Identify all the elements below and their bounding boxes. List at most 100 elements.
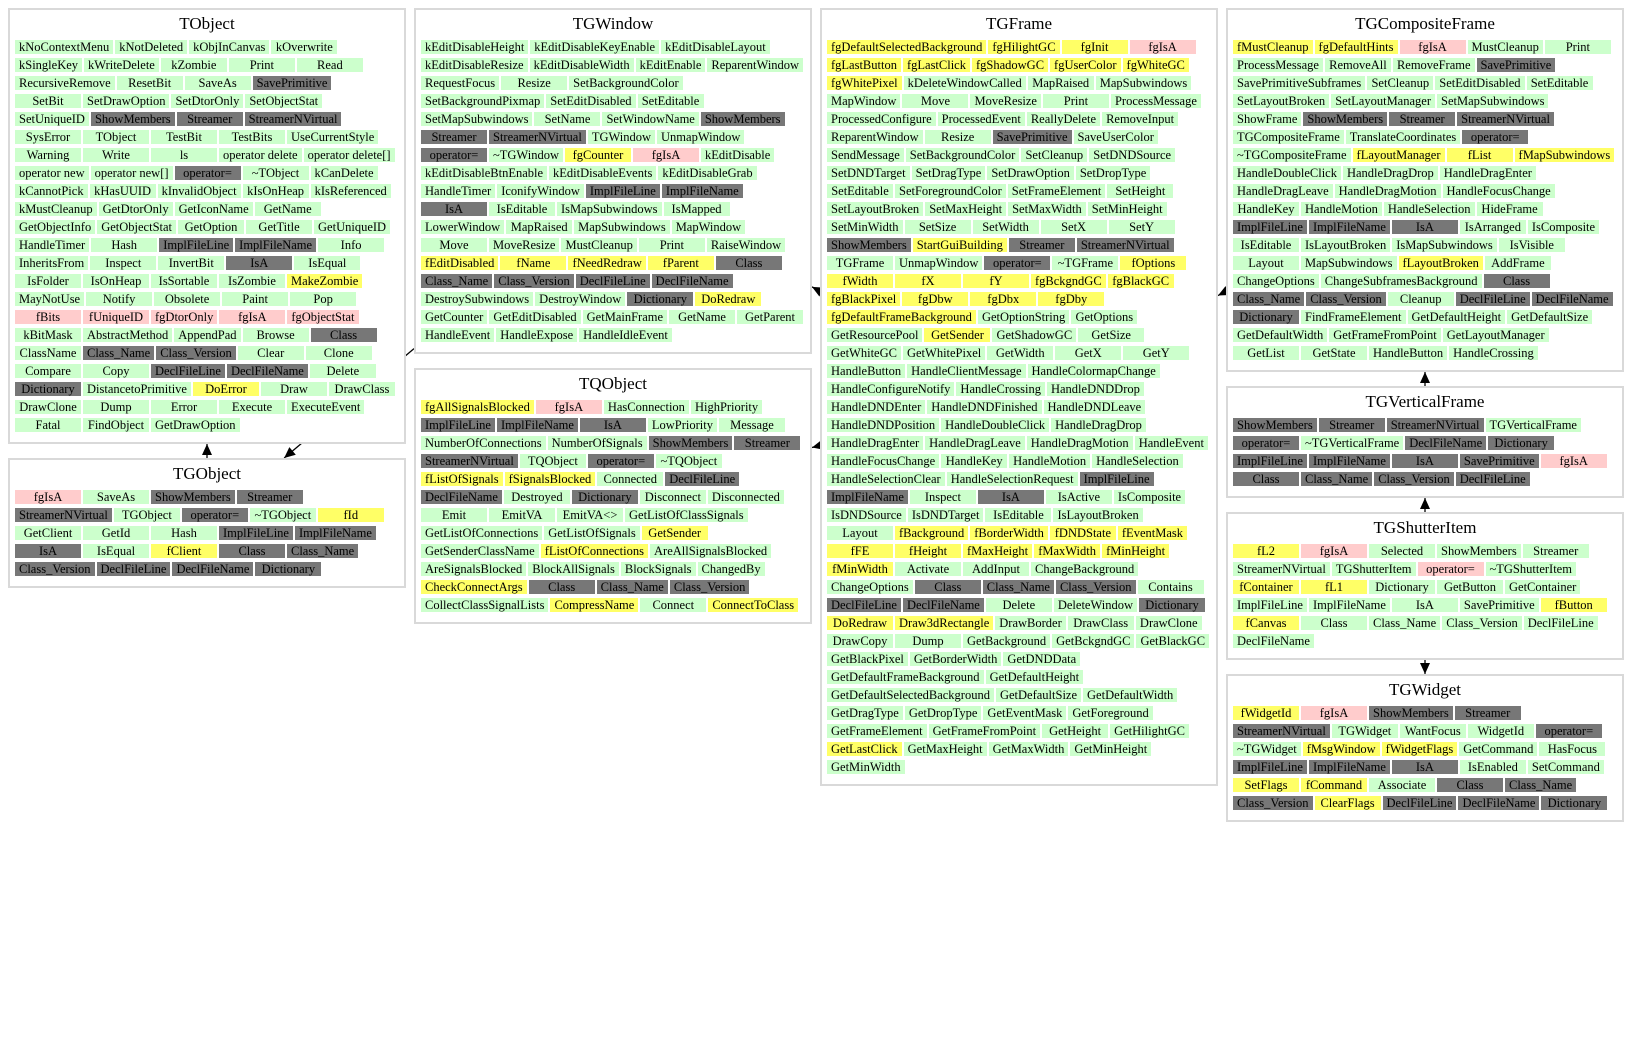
member-cell: RemoveFrame — [1392, 58, 1475, 72]
member-cell: IsSortable — [151, 274, 217, 288]
member-cell: HandleExpose — [496, 328, 578, 342]
member-cell: GetMinHeight — [1070, 742, 1152, 756]
member-cell: fgIsA — [1301, 544, 1367, 558]
member-cell: ~TObject — [242, 166, 309, 180]
member-cell: SetDropType — [1075, 166, 1151, 180]
member-cell: GetList — [1233, 346, 1299, 360]
member-cell: fX — [895, 274, 961, 288]
member-cell: IsFolder — [15, 274, 81, 288]
member-cell: Dictionary — [255, 562, 322, 576]
member-cell: fButton — [1540, 598, 1607, 612]
member-cell: fCommand — [1301, 778, 1367, 792]
member-cell: kInvalidObject — [157, 184, 241, 198]
member-cell: fName — [500, 256, 567, 270]
member-cell: DestroySubwindows — [421, 292, 534, 306]
member-cell: Copy — [83, 364, 149, 378]
member-cell: ~TGWidget — [1233, 742, 1301, 756]
member-cell: ShowMembers — [1303, 112, 1388, 126]
class-title: TGObject — [173, 464, 241, 483]
member-cell: ShowMembers — [90, 112, 175, 126]
member-cell: Browse — [242, 328, 309, 342]
member-cell: Resize — [924, 130, 991, 144]
member-cell: fEditDisabled — [421, 256, 499, 270]
member-cell: DrawBorder — [995, 616, 1066, 630]
member-cell: GetMaxHeight — [903, 742, 987, 756]
member-cell: ChangeBackground — [1031, 562, 1139, 576]
member-cell: GetListOfConnections — [421, 526, 543, 540]
arrow-tgshutteritem-to-tgverticalframe-head — [1420, 498, 1430, 509]
member-cell: IsActive — [1045, 490, 1112, 504]
member-cell: ImplFileLine — [219, 526, 293, 540]
member-cell: ImplFileName — [661, 184, 743, 198]
member-cell: Class_Version — [1055, 580, 1136, 594]
member-cell: FindObject — [83, 418, 149, 432]
member-cell: fBorderWidth — [970, 526, 1048, 540]
member-cell: GetButton — [1437, 580, 1503, 594]
member-cell: HandleDNDDrop — [1046, 382, 1144, 396]
class-title: TGShutterItem — [1373, 518, 1477, 537]
member-cell: ~TGFrame — [1052, 256, 1119, 270]
member-cell: HandleDNDEnter — [827, 400, 926, 414]
class-title: TGCompositeFrame — [1355, 14, 1495, 33]
class-title: TGWidget — [1388, 680, 1462, 699]
member-cell: kEditEnable — [635, 58, 706, 72]
member-cell: DeclFileName — [902, 598, 984, 612]
arrow-tgverticalframe-to-tgcompositeframe-head — [1420, 372, 1430, 383]
member-cell: BlockAllSignals — [528, 562, 619, 576]
member-cell: ReallyDelete — [1026, 112, 1101, 126]
member-cell: ~TGVerticalFrame — [1301, 436, 1404, 450]
member-cell: HandleDNDLeave — [1043, 400, 1146, 414]
member-cell: GetIconName — [174, 202, 253, 216]
member-cell: SetDragType — [911, 166, 986, 180]
member-cell: kEditDisableBtnEnable — [421, 166, 548, 180]
member-cell: kIsReferenced — [310, 184, 391, 198]
member-cell: Dump — [895, 634, 961, 648]
member-cell: SetEditable — [1526, 76, 1593, 90]
member-cell: GetDNDData — [1003, 652, 1081, 666]
member-cell: operator= — [174, 166, 241, 180]
member-cell: kNoContextMenu — [15, 40, 114, 54]
member-cell: kDeleteWindowCalled — [903, 76, 1026, 90]
member-cell: Streamer — [1008, 238, 1075, 252]
member-cell: GetDragType — [827, 706, 903, 720]
member-cell: fWidgetId — [1233, 706, 1299, 720]
member-cell: GetDtorOnly — [98, 202, 173, 216]
member-cell: IsDNDSource — [827, 508, 906, 522]
member-cell: AddFrame — [1484, 256, 1551, 270]
member-cell: GetHeight — [1042, 724, 1109, 738]
member-cell: EmitVA<> — [557, 508, 623, 522]
member-cell: SetDNDTarget — [827, 166, 910, 180]
member-cell: kEditDisableHeight — [421, 40, 529, 54]
member-cell: Class — [914, 580, 981, 594]
member-cell: DeclFileLine — [1455, 292, 1530, 306]
member-cell: fParent — [647, 256, 714, 270]
member-cell: BlockSignals — [620, 562, 696, 576]
member-cell: TGShutterItem — [1331, 562, 1416, 576]
member-cell: ImplFileLine — [159, 238, 234, 252]
member-cell: TGVerticalFrame — [1485, 418, 1581, 432]
member-cell: DeclFileLine — [96, 562, 171, 576]
member-cell: HasConnection — [603, 400, 689, 414]
member-cell: Connect — [640, 598, 707, 612]
member-cell: SavePrimitiveSubframes — [1233, 76, 1366, 90]
member-cell: kEditDisable — [700, 148, 775, 162]
member-cell: SetForegroundColor — [895, 184, 1006, 198]
member-cell: IsEditable — [489, 202, 555, 216]
member-cell: MoveResize — [970, 94, 1041, 108]
member-cell: fLayoutManager — [1352, 148, 1445, 162]
member-cell: SetX — [1040, 220, 1107, 234]
member-cell: fgIsA — [1399, 40, 1466, 54]
member-cell: ShowMembers — [1437, 544, 1521, 558]
member-cell: ImplFileLine — [585, 184, 660, 198]
member-cell: ImplFileName — [1308, 220, 1390, 234]
member-cell: SetCleanup — [1021, 148, 1088, 162]
member-cell: fListOfSignals — [421, 472, 503, 486]
member-cell: Class_Name — [1233, 292, 1305, 306]
member-cell: HandleEvent — [421, 328, 495, 342]
member-cell: Class_Name — [421, 274, 493, 288]
member-cell: CollectClassSignalLists — [421, 598, 549, 612]
member-cell: MapSubwindows — [1301, 256, 1397, 270]
class-title: TGWindow — [572, 14, 654, 33]
member-cell: Resize — [501, 76, 568, 90]
member-cell: fgIsA — [535, 400, 602, 414]
